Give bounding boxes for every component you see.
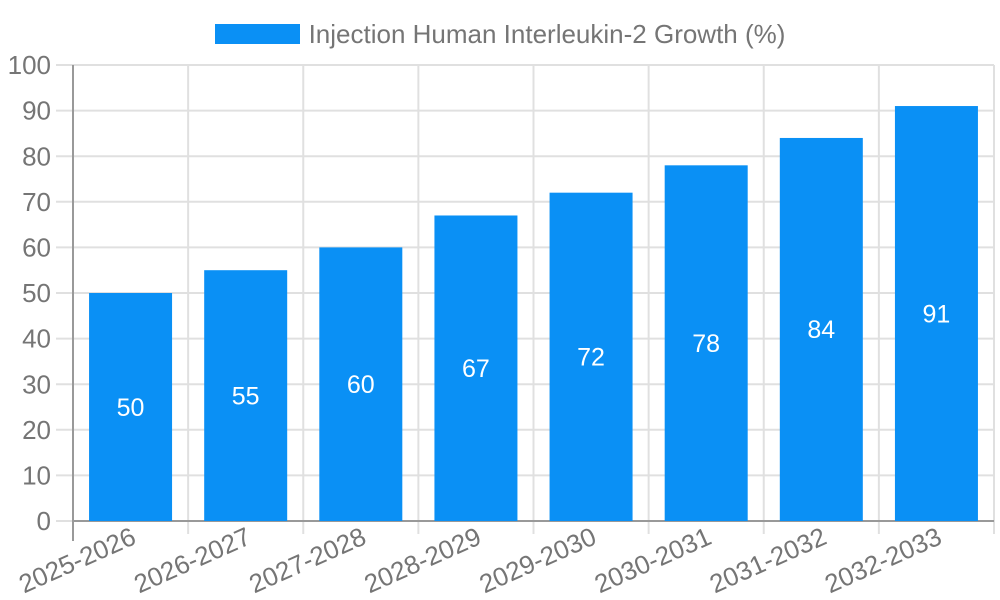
y-tick-label: 90	[22, 96, 51, 126]
bar-2031-2032[interactable]	[779, 137, 863, 521]
x-tick-label: 2027-2028	[244, 521, 370, 599]
y-tick-label: 30	[22, 369, 51, 399]
x-tick-label: 2026-2027	[129, 521, 255, 599]
bar-2028-2029[interactable]	[434, 215, 518, 522]
y-tick-label: 40	[22, 324, 51, 354]
y-tick-label: 50	[22, 278, 51, 308]
bar-value-label: 72	[577, 344, 605, 372]
bar-value-label: 55	[232, 382, 260, 410]
x-tick-label: 2029-2030	[475, 521, 601, 599]
x-tick-label: 2032-2033	[820, 521, 946, 599]
bar-2027-2028[interactable]	[319, 247, 403, 521]
bar-2032-2033[interactable]	[894, 106, 978, 521]
legend-swatch-icon	[214, 24, 300, 44]
y-tick-label: 20	[22, 415, 51, 445]
bar-2025-2026[interactable]	[89, 293, 173, 521]
bar-2030-2031[interactable]	[664, 165, 748, 521]
x-tick-label: 2030-2031	[590, 521, 716, 599]
y-tick-label: 0	[37, 506, 51, 536]
y-tick-label: 100	[8, 50, 51, 80]
legend-label: Injection Human Interleukin-2 Growth (%)	[308, 19, 786, 49]
y-tick-label: 60	[22, 233, 51, 263]
bar-value-label: 50	[117, 394, 145, 422]
bar-value-label: 84	[807, 316, 835, 344]
bar-value-label: 91	[923, 300, 951, 328]
y-tick-label: 70	[22, 187, 51, 217]
x-tick-label: 2028-2029	[360, 521, 486, 599]
x-tick-label: 2025-2026	[14, 521, 140, 599]
bar-value-label: 60	[347, 371, 375, 399]
bar-2029-2030[interactable]	[549, 192, 633, 521]
bar-2026-2027[interactable]	[204, 270, 288, 521]
y-tick-label: 80	[22, 141, 51, 171]
bar-value-label: 78	[692, 330, 720, 358]
x-tick-label: 2031-2032	[705, 521, 831, 599]
chart-legend[interactable]: Injection Human Interleukin-2 Growth (%)	[0, 21, 1000, 47]
bar-value-label: 67	[462, 355, 490, 383]
y-tick-label: 10	[22, 461, 51, 491]
